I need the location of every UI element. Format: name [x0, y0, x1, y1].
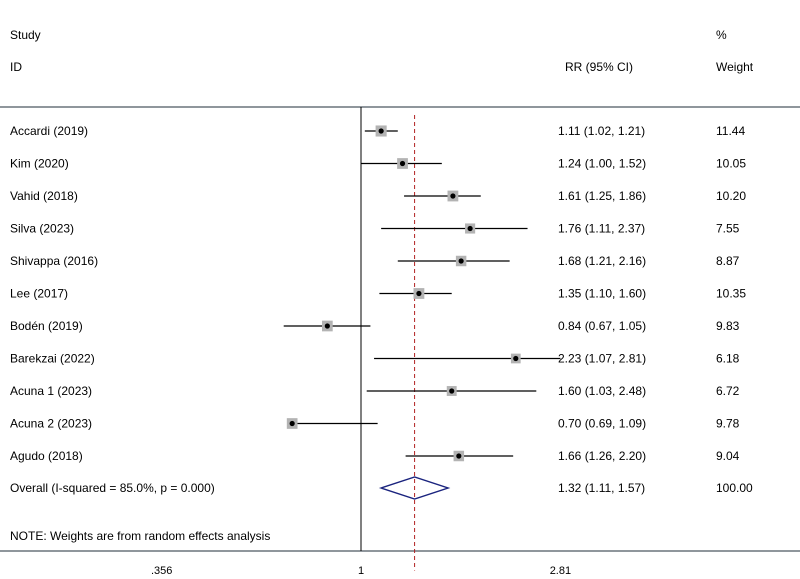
study-label: Kim (2020): [10, 157, 69, 171]
weight-value: 10.20: [716, 189, 746, 203]
weight-value: 11.44: [716, 124, 745, 138]
study-label: Bodén (2019): [10, 319, 83, 333]
header-id: ID: [10, 60, 22, 74]
header-percent: %: [716, 28, 727, 42]
header-study: Study: [10, 28, 41, 42]
point-estimate: [467, 225, 473, 232]
rr-ci-value: 1.68 (1.21, 2.16): [558, 254, 646, 268]
weight-value: 9.83: [716, 319, 740, 333]
forest-marks: Accardi (2019) 1.11 (1.02, 1.21) 11.44 Kim …: [10, 107, 753, 577]
point-estimate: [324, 323, 330, 329]
rr-ci-value: 2.23 (1.07, 2.81): [558, 352, 646, 366]
rr-ci-value: 1.60 (1.03, 2.48): [558, 384, 646, 398]
rr-ci-value: 0.84 (0.67, 1.05): [558, 319, 646, 333]
overall-diamond: [378, 476, 451, 500]
weight-value: 10.35: [716, 287, 746, 301]
rr-ci-value: 1.24 (1.00, 1.52): [558, 157, 646, 171]
point-estimate: [289, 420, 295, 427]
x-tick-label: 2.81: [550, 565, 571, 577]
weight-value: 6.72: [716, 384, 740, 398]
rr-ci-value: 1.76 (1.11, 2.37): [558, 222, 645, 236]
point-estimate: [449, 388, 455, 394]
study-label: Shivappa (2016): [10, 254, 98, 268]
overall-weight: 100.00: [716, 481, 753, 495]
rr-ci-value: 0.70 (0.69, 1.09): [558, 417, 646, 431]
weight-value: 7.55: [716, 222, 740, 236]
rr-ci-value: 1.61 (1.25, 1.86): [558, 189, 646, 203]
overall-label: Overall (I-squared = 85.0%, p = 0.000): [10, 481, 215, 495]
weight-value: 8.87: [716, 254, 740, 268]
rr-ci-value: 1.35 (1.10, 1.60): [558, 287, 646, 301]
study-label: Accardi (2019): [10, 124, 88, 138]
footnote: NOTE: Weights are from random effects an…: [10, 529, 270, 543]
point-estimate: [513, 355, 519, 362]
point-estimate: [416, 290, 422, 297]
point-estimate: [458, 258, 464, 264]
header-weight: Weight: [716, 60, 754, 74]
rr-ci-value: 1.11 (1.02, 1.21): [558, 124, 645, 138]
study-label: Acuna 1 (2023): [10, 384, 92, 398]
point-estimate: [450, 193, 456, 199]
x-tick-label: 1: [358, 565, 364, 577]
weight-value: 9.04: [716, 449, 740, 463]
point-estimate: [456, 453, 462, 459]
study-label: Agudo (2018): [10, 449, 83, 463]
weight-value: 10.05: [716, 157, 746, 171]
weight-value: 6.18: [716, 352, 740, 366]
study-label: Lee (2017): [10, 287, 68, 301]
rr-ci-value: 1.66 (1.26, 2.20): [558, 449, 646, 463]
study-label: Vahid (2018): [10, 189, 78, 203]
header-rr-ci: RR (95% CI): [565, 60, 633, 74]
study-label: Silva (2023): [10, 222, 74, 236]
weight-value: 9.78: [716, 417, 740, 431]
x-tick-label: .356: [151, 565, 172, 577]
study-label: Acuna 2 (2023): [10, 417, 92, 431]
point-estimate: [399, 160, 406, 167]
point-estimate: [378, 128, 384, 134]
overall-rr-ci: 1.32 (1.11, 1.57): [558, 481, 645, 495]
study-label: Barekzai (2022): [10, 352, 95, 366]
